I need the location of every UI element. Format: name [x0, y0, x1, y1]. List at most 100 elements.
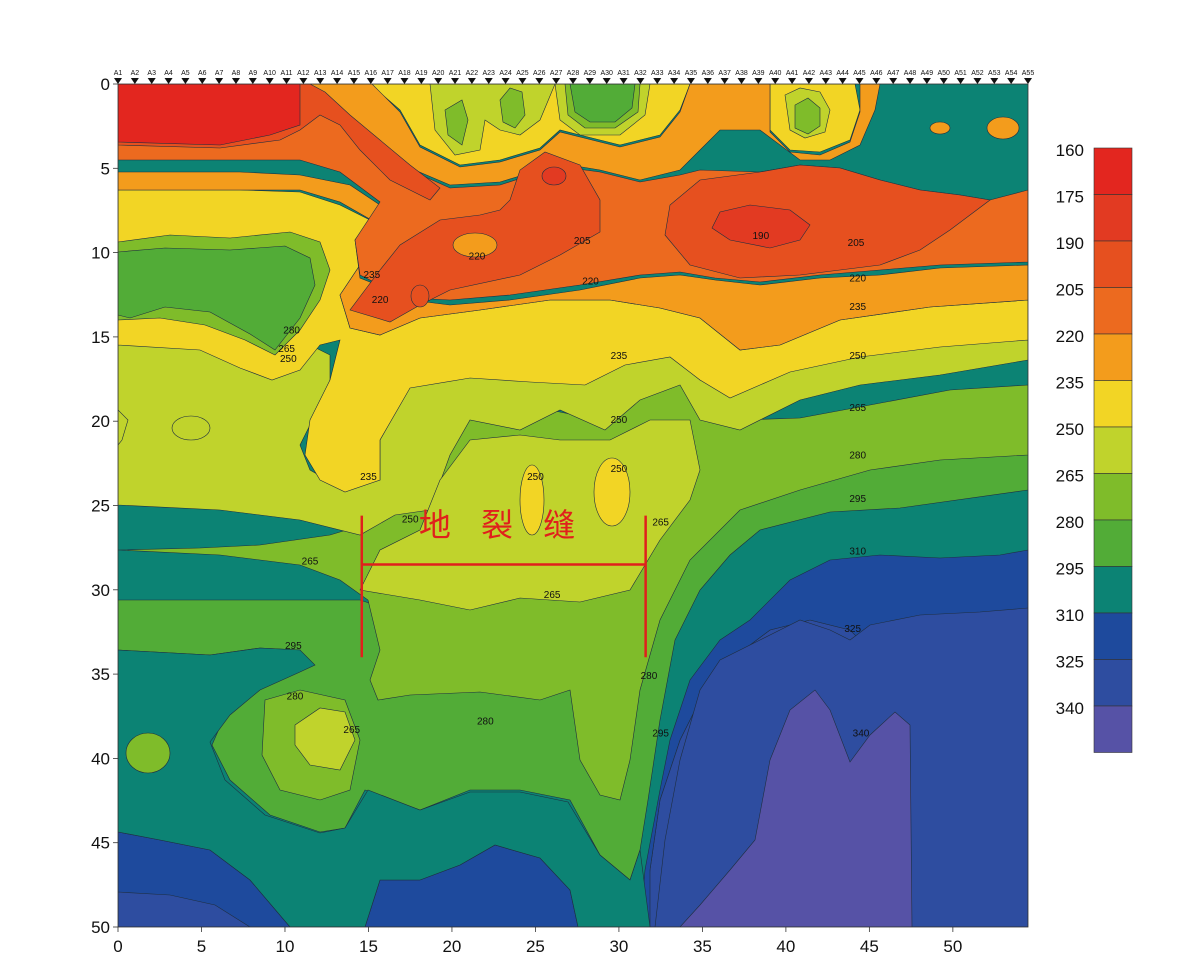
station-label: A31 — [617, 70, 630, 77]
station-marker — [872, 78, 881, 84]
station-marker — [754, 78, 763, 84]
station-label: A50 — [938, 70, 951, 77]
y-tick-label: 35 — [91, 665, 110, 684]
station-marker — [906, 78, 915, 84]
y-tick-label: 0 — [101, 75, 110, 94]
contour-label: 220 — [469, 251, 486, 262]
station-label: A47 — [887, 70, 900, 77]
station-marker — [130, 78, 139, 84]
contour-label: 220 — [372, 295, 389, 306]
station-marker — [501, 78, 510, 84]
band-175-dot — [541, 166, 567, 186]
station-label: A20 — [432, 70, 445, 77]
station-label: A40 — [769, 70, 782, 77]
station-marker — [939, 78, 948, 84]
station-marker — [771, 78, 780, 84]
station-marker — [619, 78, 628, 84]
x-tick-label: 25 — [526, 937, 545, 956]
band-280-top-a — [444, 99, 469, 146]
band-340 — [679, 689, 913, 927]
contour-label: 280 — [641, 671, 658, 682]
station-marker — [181, 78, 190, 84]
band-280-left-top — [118, 245, 316, 351]
contour-label: 280 — [287, 691, 304, 702]
colorbar-label: 235 — [1056, 374, 1084, 393]
station-label: A3 — [147, 70, 156, 77]
contour-label: 205 — [574, 236, 591, 247]
contour-label: 250 — [611, 415, 628, 426]
station-marker — [400, 78, 409, 84]
contour-label: 265 — [343, 725, 360, 736]
colorbar-swatch — [1093, 380, 1133, 428]
station-label: A32 — [634, 70, 647, 77]
colorbar-label: 190 — [1056, 234, 1084, 253]
station-label: A27 — [550, 70, 563, 77]
station-marker — [417, 78, 426, 84]
station-label: A36 — [702, 70, 715, 77]
band-325-left-bottom — [118, 891, 251, 927]
station-label: A4 — [164, 70, 173, 77]
contour-label: 235 — [611, 351, 628, 362]
station-label: A10 — [263, 70, 276, 77]
contour-label: 250 — [280, 354, 297, 365]
station-label: A52 — [971, 70, 984, 77]
y-tick-label: 5 — [101, 159, 110, 178]
station-marker — [737, 78, 746, 84]
band-220-dot — [929, 121, 951, 135]
station-marker — [670, 78, 679, 84]
station-marker — [922, 78, 931, 84]
contour-label: 235 — [360, 472, 377, 483]
x-tick-label: 0 — [113, 937, 122, 956]
colorbar-swatch — [1093, 473, 1133, 521]
colorbar-label: 205 — [1056, 281, 1084, 300]
contour-label: 325 — [844, 624, 861, 635]
station-label: A30 — [600, 70, 613, 77]
band-250-blob-center — [519, 464, 545, 536]
y-tick-label: 30 — [91, 581, 110, 600]
station-label: A34 — [668, 70, 681, 77]
colorbar-swatch — [1093, 519, 1133, 567]
contour-fill — [118, 84, 1028, 927]
colorbar-label: 295 — [1056, 560, 1084, 579]
colorbar-swatch — [1093, 426, 1133, 474]
band-280-top-mid — [569, 84, 636, 123]
colorbar-label: 340 — [1056, 699, 1084, 718]
station-label: A21 — [449, 70, 462, 77]
contour-label: 205 — [848, 238, 865, 249]
station-marker — [855, 78, 864, 84]
band-310 — [639, 549, 1028, 927]
station-marker — [451, 78, 460, 84]
y-tick-label: 50 — [91, 918, 110, 937]
station-marker — [1024, 78, 1032, 84]
contour-label: 295 — [285, 641, 302, 652]
station-marker — [889, 78, 898, 84]
station-label: A37 — [718, 70, 731, 77]
station-label: A46 — [870, 70, 883, 77]
contour-label: 295 — [849, 494, 866, 505]
station-marker — [569, 78, 577, 84]
station-marker — [552, 78, 561, 84]
colorbar-label: 310 — [1056, 606, 1084, 625]
y-tick-label: 40 — [91, 749, 110, 768]
station-label: A49 — [921, 70, 934, 77]
station-label: A8 — [232, 70, 241, 77]
station-marker — [821, 78, 830, 84]
station-marker — [1007, 78, 1016, 84]
colorbar-swatch — [1093, 194, 1133, 242]
x-tick-label: 50 — [943, 937, 962, 956]
station-label: A33 — [651, 70, 664, 77]
colorbar-swatch — [1093, 612, 1133, 660]
station-label: A14 — [331, 70, 344, 77]
contour-label: 280 — [477, 717, 494, 728]
colorbar-swatch — [1093, 287, 1133, 335]
station-marker — [231, 78, 240, 84]
station-marker — [299, 78, 308, 84]
station-marker — [703, 78, 712, 84]
station-marker — [636, 78, 645, 84]
station-label: A29 — [584, 70, 597, 77]
station-label: A41 — [786, 70, 799, 77]
station-marker — [973, 78, 982, 84]
contour-label: 280 — [283, 326, 300, 337]
band-265-top-right — [794, 97, 821, 135]
